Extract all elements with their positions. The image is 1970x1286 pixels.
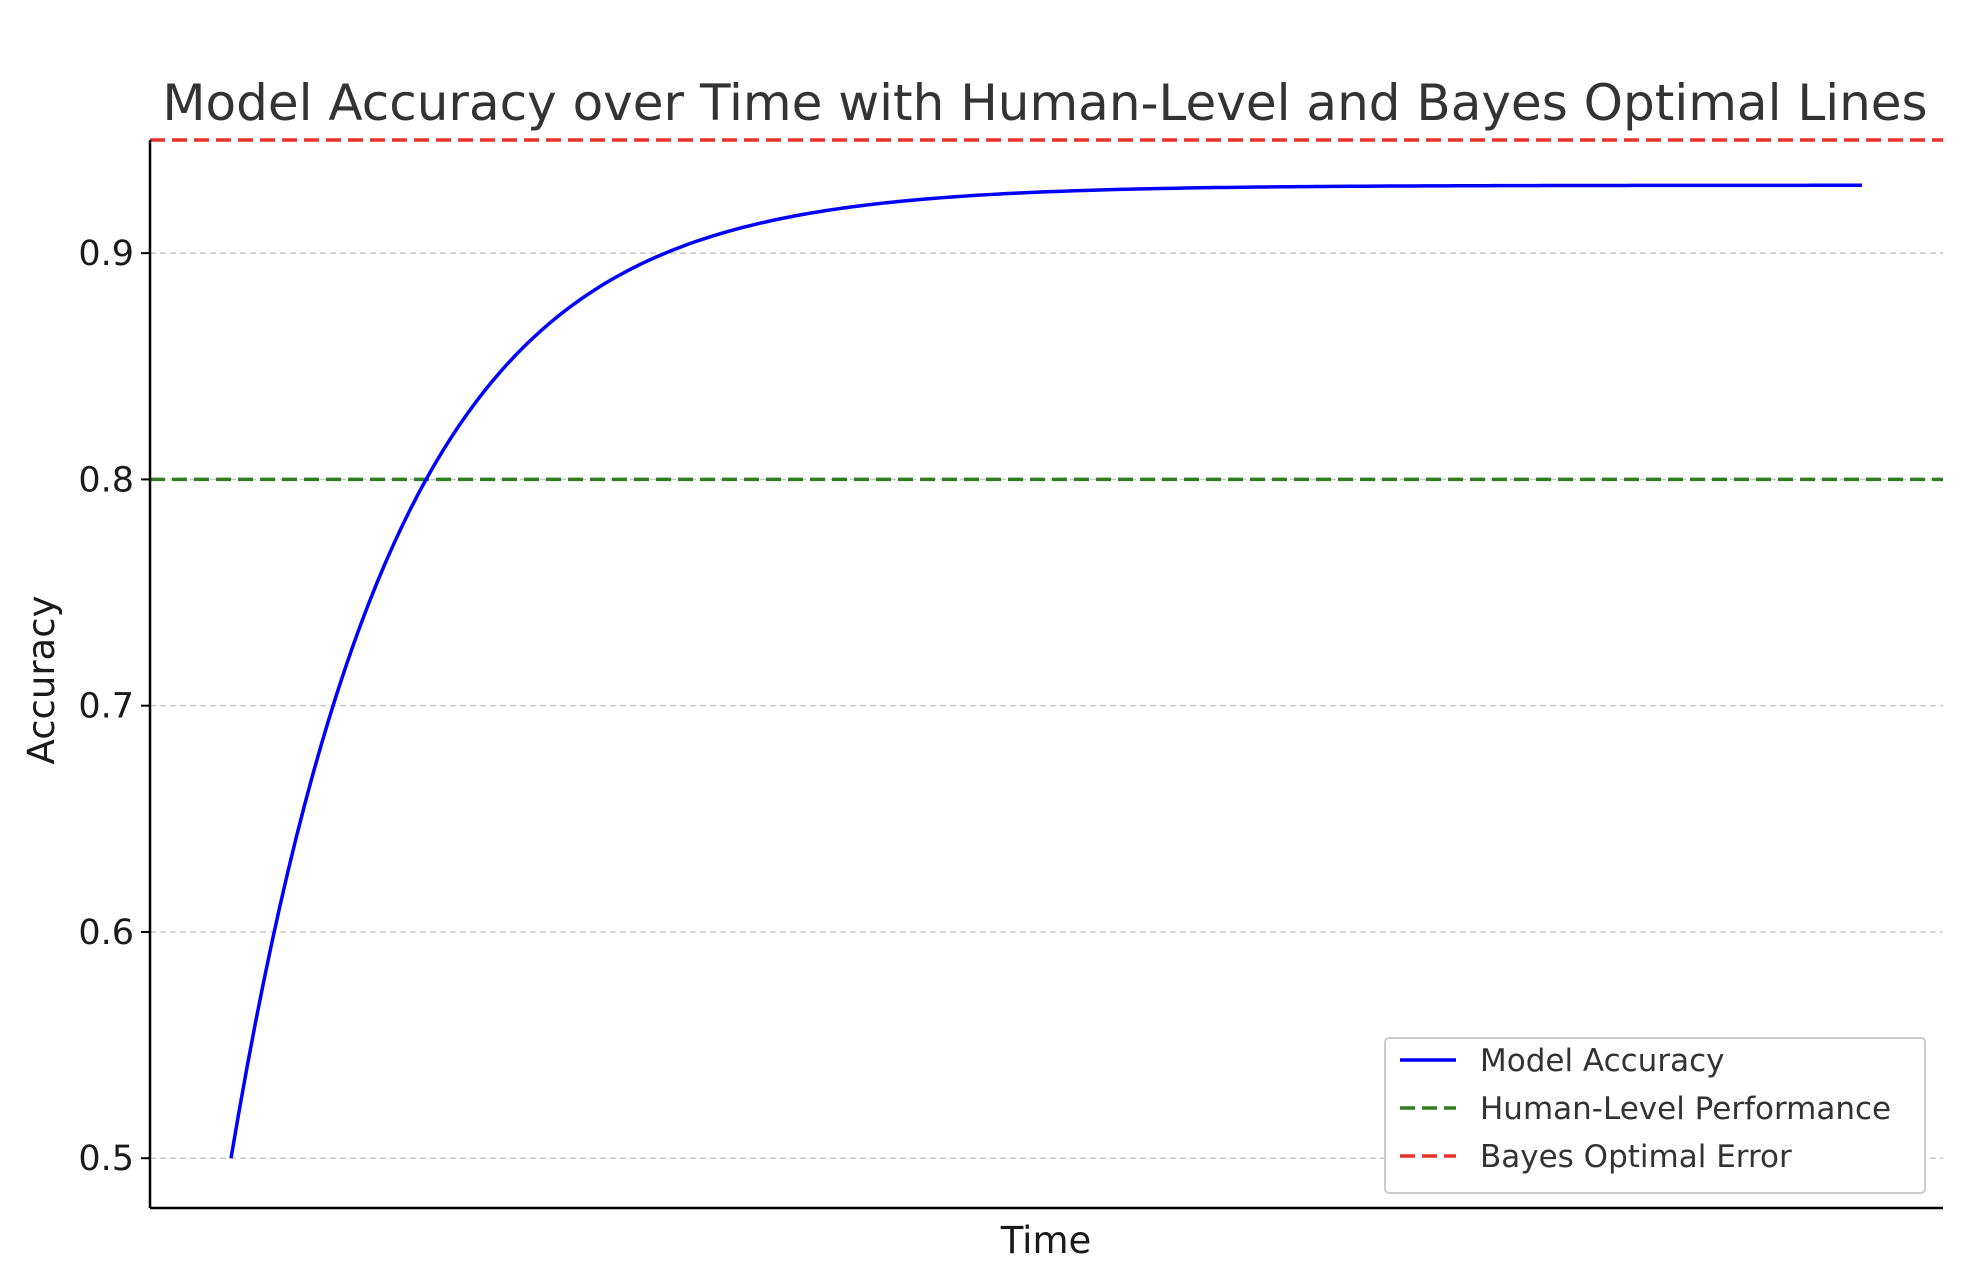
chart-title: Model Accuracy over Time with Human-Leve… [162, 74, 1927, 132]
y-tick-label: 0.5 [78, 1139, 134, 1179]
y-tick-label: 0.7 [78, 687, 134, 727]
series-line-model-accuracy [229, 183, 1862, 1159]
y-axis-label: Accuracy [20, 596, 63, 765]
reference-lines [150, 138, 1943, 482]
y-tick-label: 0.9 [78, 234, 134, 274]
legend-box [1384, 1037, 1926, 1194]
gridlines [150, 252, 1943, 1159]
legend-label: Model Accuracy [1480, 1043, 1724, 1079]
legend: Model Accuracy Human-Level Performance Bay… [1384, 1037, 1926, 1194]
series-lines [229, 183, 1862, 1159]
y-tick-label: 0.6 [78, 913, 134, 953]
y-ticks: 0.5 0.6 0.7 0.8 0.9 [78, 234, 150, 1179]
axes [148, 140, 1943, 1210]
legend-label: Bayes Optimal Error [1480, 1139, 1792, 1175]
y-tick-label: 0.8 [78, 460, 134, 500]
legend-label: Human-Level Performance [1480, 1091, 1891, 1127]
x-axis-label: Time [1000, 1219, 1092, 1262]
